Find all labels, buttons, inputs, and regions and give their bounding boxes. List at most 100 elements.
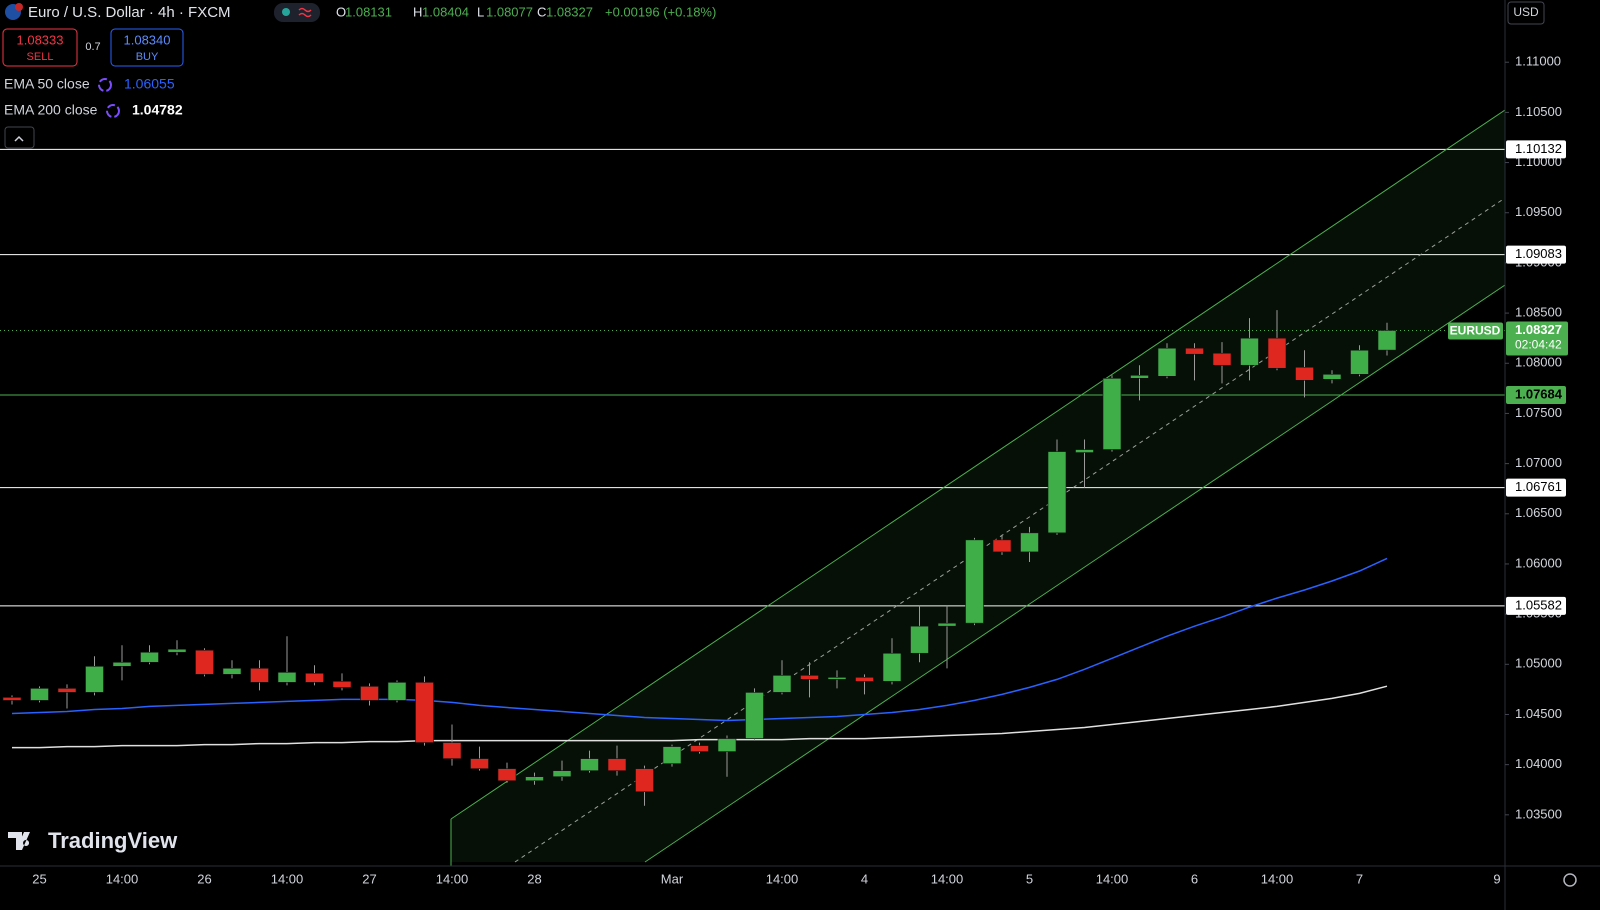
level-label: 1.09083 (1515, 246, 1562, 261)
collapse-icon[interactable] (14, 135, 24, 142)
candle-body (2, 697, 22, 701)
ema50-name: EMA 50 close (4, 76, 90, 92)
ema-line (12, 685, 1388, 749)
ohlc-value: 1.08131 (345, 4, 392, 19)
candle-body (855, 677, 874, 682)
ohlc-value: 1.08327 (546, 4, 593, 19)
candle-body (1295, 366, 1314, 381)
delayed-icon (298, 7, 312, 18)
candle-body (992, 539, 1012, 553)
candle-body (690, 745, 709, 752)
status-pill (274, 3, 320, 22)
sell-label[interactable]: SELL (27, 51, 54, 63)
x-tick-label: 14:00 (931, 871, 964, 886)
buy-label[interactable]: BUY (136, 51, 159, 63)
buy-button[interactable] (110, 28, 184, 67)
ohlc-value: 1.08077 (486, 4, 533, 19)
candle-body (1350, 349, 1369, 375)
settings-icon[interactable] (1563, 873, 1577, 887)
y-tick-label: 1.08500 (1515, 305, 1562, 320)
ema200-icon[interactable] (106, 104, 120, 118)
channel-upper (450, 109, 1505, 820)
y-tick-label: 1.10500 (1515, 104, 1562, 119)
candle-body (57, 688, 77, 693)
candle-body (552, 770, 572, 777)
x-tick-label: 7 (1356, 871, 1363, 886)
candle-body (1075, 449, 1094, 453)
y-tick-label: 1.05000 (1515, 656, 1562, 671)
y-tick-label: 1.04000 (1515, 756, 1562, 771)
candle-body (800, 675, 819, 680)
x-tick-label: 14:00 (106, 871, 139, 886)
y-tick-label: 1.11000 (1515, 54, 1561, 69)
level-label: 1.05582 (1515, 597, 1562, 612)
x-tick-label: 14:00 (1261, 871, 1294, 886)
candle-body (112, 661, 132, 667)
candle-body (607, 758, 627, 771)
candle-body (1102, 378, 1122, 450)
candle-body (167, 648, 187, 653)
candle-body (140, 651, 159, 663)
channel-median (514, 197, 1505, 863)
level-label-bg (1506, 478, 1566, 497)
x-tick-label: 14:00 (271, 871, 304, 886)
currency-button[interactable] (1507, 1, 1545, 25)
candle-body (1267, 337, 1287, 369)
ema-line (11, 557, 1388, 722)
buy-price[interactable]: 1.08340 (124, 32, 171, 47)
level-label: 1.07684 (1515, 386, 1563, 401)
candle-body (1322, 373, 1342, 380)
sell-button[interactable] (2, 28, 78, 67)
candle-body (1185, 347, 1204, 355)
level-label-bg (1506, 385, 1566, 404)
candle-body (1047, 451, 1067, 534)
candle-body (470, 758, 489, 769)
currency-label[interactable]: USD (1513, 5, 1539, 19)
x-tick-label: 9 (1493, 871, 1500, 886)
x-tick-label: 27 (362, 871, 376, 886)
candle-body (635, 768, 654, 793)
candle-body (910, 625, 929, 654)
channel-lower (644, 284, 1505, 863)
level-label: 1.06761 (1515, 479, 1562, 494)
y-tick-label: 1.09500 (1515, 204, 1562, 219)
watermark-logo (8, 832, 30, 850)
candle-body (442, 742, 462, 759)
x-tick-label: 4 (861, 871, 868, 886)
sell-price[interactable]: 1.08333 (17, 32, 64, 47)
ohlc-value: 1.08404 (422, 4, 469, 19)
candle-body (30, 688, 49, 701)
y-tick-label: 1.08000 (1515, 355, 1562, 370)
level-label: 1.10132 (1515, 141, 1562, 156)
symbol-tag-bg (1448, 322, 1503, 340)
candle-body (250, 668, 269, 683)
ema50-icon[interactable] (98, 78, 112, 92)
ohlc-label: O (336, 4, 346, 19)
level-label-bg (1506, 596, 1566, 615)
candle-body (497, 768, 517, 782)
y-tick-label: 1.03500 (1515, 806, 1562, 821)
candle-body (1240, 337, 1259, 366)
flag-icon-badge (15, 3, 23, 11)
market-open-dot (282, 8, 290, 16)
candle-body (580, 758, 599, 771)
last-price-bg (1506, 321, 1568, 356)
ohlc-label: C (537, 4, 546, 19)
candle-body (332, 681, 352, 688)
x-tick-label: 14:00 (436, 871, 469, 886)
candle-body (937, 622, 957, 627)
x-tick-label: 6 (1191, 871, 1198, 886)
y-tick-label: 1.07500 (1515, 405, 1562, 420)
plot-area (0, 109, 1505, 866)
candle-body (827, 677, 847, 680)
candle-body (1157, 347, 1177, 377)
candle-body (277, 672, 297, 683)
y-tick-label: 1.07000 (1515, 455, 1562, 470)
regression-channel (450, 109, 1505, 866)
candle-body (1212, 352, 1232, 366)
candle-body (1020, 532, 1039, 553)
spread: 0.7 (85, 41, 100, 53)
candle-body (745, 692, 764, 739)
y-tick-label: 1.06000 (1515, 555, 1562, 570)
ema-value: 1.06055 (124, 76, 175, 92)
